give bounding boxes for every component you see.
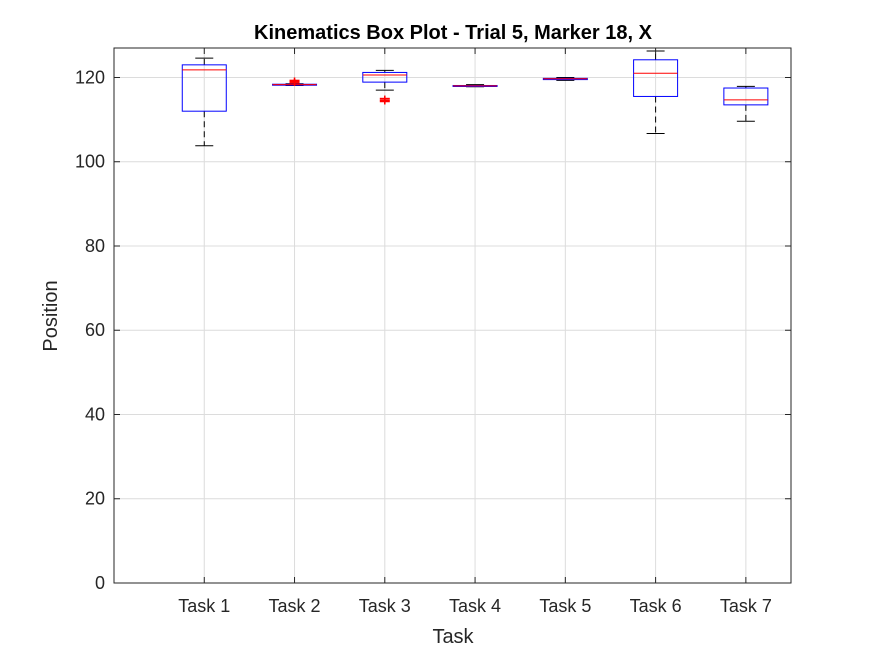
box-iqr bbox=[633, 59, 679, 97]
x-axis-label: Task bbox=[432, 626, 474, 648]
plot-frame bbox=[113, 47, 792, 584]
box-layer bbox=[181, 50, 769, 147]
box-group bbox=[542, 76, 588, 81]
x-tick-label: Task 7 bbox=[720, 596, 772, 616]
y-tick-label: 40 bbox=[85, 404, 105, 424]
y-tick-label: 60 bbox=[85, 320, 105, 340]
y-tick-label: 0 bbox=[95, 573, 105, 593]
y-tick-label: 120 bbox=[75, 67, 105, 87]
x-tick-label: Task 5 bbox=[539, 596, 591, 616]
x-tick-label: Task 6 bbox=[630, 596, 682, 616]
box-group bbox=[452, 84, 498, 88]
y-tick-label: 100 bbox=[75, 152, 105, 172]
box-iqr bbox=[362, 71, 408, 83]
box-group bbox=[272, 77, 318, 86]
x-tick-label: Task 2 bbox=[269, 596, 321, 616]
x-tick-label: Task 4 bbox=[449, 596, 501, 616]
y-tick-label: 80 bbox=[85, 236, 105, 256]
axes-layer bbox=[113, 47, 792, 584]
x-tick-label: Task 3 bbox=[359, 596, 411, 616]
x-tick-label: Task 1 bbox=[178, 596, 230, 616]
box-group bbox=[723, 85, 769, 122]
y-tick-label: 20 bbox=[85, 489, 105, 509]
grid-layer bbox=[114, 48, 791, 584]
y-axis-label: Position bbox=[40, 280, 62, 351]
box-iqr bbox=[181, 64, 227, 112]
box-group bbox=[181, 57, 227, 147]
box-iqr bbox=[723, 87, 769, 106]
chart-title: Kinematics Box Plot - Trial 5, Marker 18… bbox=[254, 22, 653, 44]
tick-layer: 0 20 40 60 80 100 120 Task 1 Task 2 Task 3 Task 4 T… bbox=[75, 48, 791, 616]
box-group bbox=[362, 69, 408, 105]
